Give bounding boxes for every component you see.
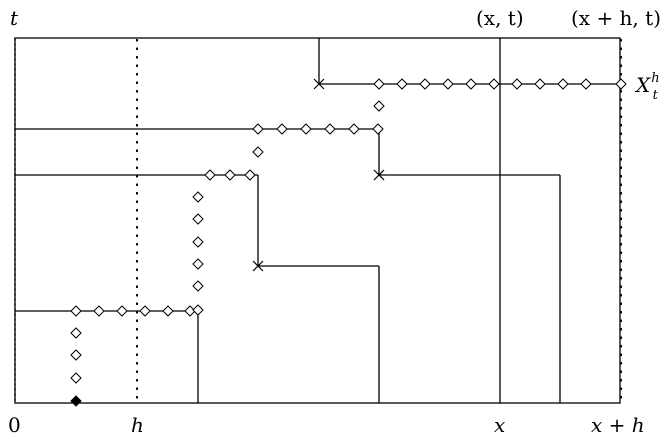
cross-marker [373,169,385,181]
diamond-marker [252,123,264,135]
process-subscript: t [653,88,659,103]
cross-marker [313,78,325,90]
diamond-marker [615,78,627,90]
cross-marker [252,260,264,272]
diamond-marker [192,280,204,292]
diamond-marker [419,78,431,90]
branch-lines [15,38,621,403]
diamond-marker [276,123,288,135]
process-symbol: X [634,73,651,97]
diamond-marker [557,78,569,90]
diamond-marker [70,395,82,407]
diamond-marker [192,213,204,225]
diamond-marker [70,349,82,361]
diamond-marker [192,304,204,316]
point-x-plus-h-t-label: (x + h, t) [571,6,661,30]
h-label: h [131,413,144,437]
diamond-marker [162,305,174,317]
diamond-marker [93,305,105,317]
diamond-marker [70,305,82,317]
diamond-marker [488,78,500,90]
diamond-marker [348,123,360,135]
t-axis-label: t [10,6,19,30]
diamond-marker [70,327,82,339]
process-label: Xh t [634,71,660,103]
x-label: x [494,413,505,437]
diamond-marker [372,123,384,135]
diamond-marker [70,372,82,384]
diamond-marker [244,169,256,181]
diamond-marker [396,78,408,90]
origin-label: 0 [8,413,21,437]
diamond-marker [252,146,264,158]
diamond-marker [580,78,592,90]
diamond-marker [534,78,546,90]
diamond-marker [442,78,454,90]
diamond-marker [204,169,216,181]
diamond-marker [300,123,312,135]
diamond-marker [511,78,523,90]
process-superscript: h [651,71,659,86]
diamond-marker [373,78,385,90]
point-x-t-label: (x, t) [476,6,524,30]
diamond-marker [324,123,336,135]
diamond-marker [373,100,385,112]
diamond-marker [192,258,204,270]
x-plus-h-label: x + h [591,413,645,437]
cross-markers [252,78,385,272]
diamond-marker [116,305,128,317]
diagram-frame [14,37,621,404]
diamond-marker [465,78,477,90]
diamond-marker [224,169,236,181]
diamond-marker [139,305,151,317]
diamond-marker [192,191,204,203]
diamond-marker [192,236,204,248]
process-path-markers [70,78,627,407]
